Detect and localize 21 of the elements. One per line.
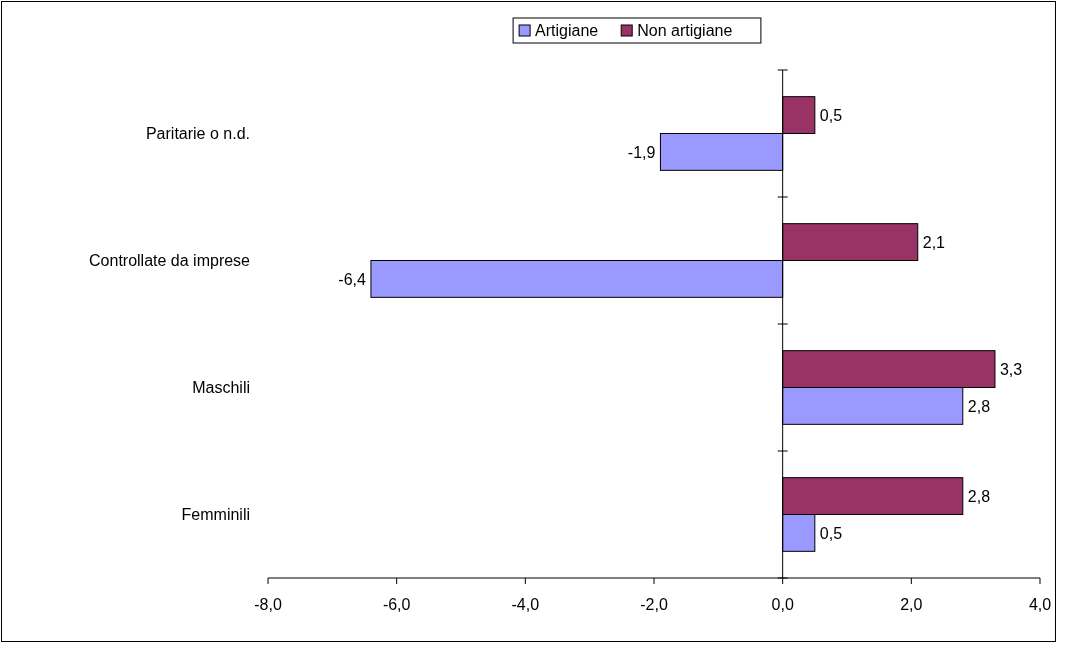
legend-label: Non artigiane <box>637 22 733 40</box>
data-label: 2,8 <box>967 397 991 415</box>
y-tick-label: Maschili <box>192 379 250 397</box>
x-tick-label: -2,0 <box>640 596 668 613</box>
x-tick-label: 4,0 <box>1028 596 1052 613</box>
x-tick-label: -8,0 <box>254 596 282 613</box>
y-tick-label: Paritarie o n.d. <box>145 125 250 143</box>
data-label: 0,5 <box>819 524 843 542</box>
data-label: -1,9 <box>627 143 656 161</box>
data-label: 2,1 <box>922 233 946 251</box>
legend-label: Artigiane <box>535 22 599 40</box>
x-tick-label: 2,0 <box>900 596 923 613</box>
x-tick-label: 0,0 <box>771 596 794 613</box>
data-label: -6,4 <box>338 270 367 288</box>
y-tick-label: Femminili <box>181 506 250 524</box>
data-label: 0,5 <box>819 106 843 124</box>
y-tick-label: Controllate da imprese <box>89 252 251 270</box>
data-label: 3,3 <box>999 360 1023 378</box>
data-label: 2,8 <box>967 487 991 505</box>
x-tick-label: -6,0 <box>382 596 411 613</box>
x-tick-label: -4,0 <box>511 596 540 613</box>
